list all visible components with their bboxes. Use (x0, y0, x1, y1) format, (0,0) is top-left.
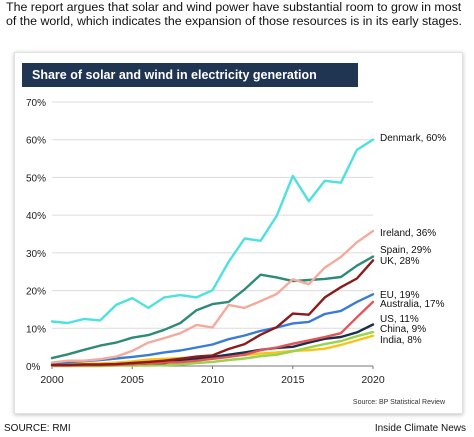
caption: The report argues that solar and wind po… (6, 0, 462, 28)
end-label-us: US, 11% (380, 314, 419, 325)
x-tick-label: 2015 (281, 374, 305, 386)
end-label-india: India, 8% (380, 335, 422, 346)
x-tick-label: 2010 (201, 374, 225, 386)
y-tick-label: 20% (26, 287, 46, 298)
series-line-spain (50, 255, 375, 360)
y-tick-label: 50% (26, 173, 46, 184)
end-label-china: China, 9% (380, 324, 426, 335)
end-label-spain: Spain, 29% (380, 245, 431, 256)
chart-source-note: Source: BP Statistical Review (353, 399, 446, 406)
series-line-denmark (50, 138, 375, 325)
end-label-uk: UK, 28% (380, 256, 420, 267)
end-label-denmark: Denmark, 60% (380, 133, 446, 144)
x-tick-label: 2005 (121, 374, 145, 386)
x-tick-label: 2020 (361, 374, 385, 386)
series-line-ireland (50, 229, 375, 364)
end-label-australia: Australia, 17% (380, 299, 445, 310)
x-tick-label: 2000 (40, 374, 64, 386)
y-tick-label: 10% (26, 324, 46, 335)
end-label-eu: EU, 19% (380, 290, 420, 301)
publisher-credit: Inside Climate News (374, 423, 466, 434)
y-tick-label: 40% (26, 211, 46, 222)
chart-title: Share of solar and wind in electricity g… (22, 63, 358, 87)
series-line-uk (50, 259, 375, 367)
y-tick-label: 70% (26, 98, 46, 109)
y-tick-label: 30% (26, 249, 46, 260)
y-tick-label: 0% (26, 362, 41, 373)
y-tick-label: 60% (26, 136, 46, 147)
source-credit: SOURCE: RMI (4, 423, 71, 434)
end-label-ireland: Ireland, 36% (380, 228, 436, 239)
